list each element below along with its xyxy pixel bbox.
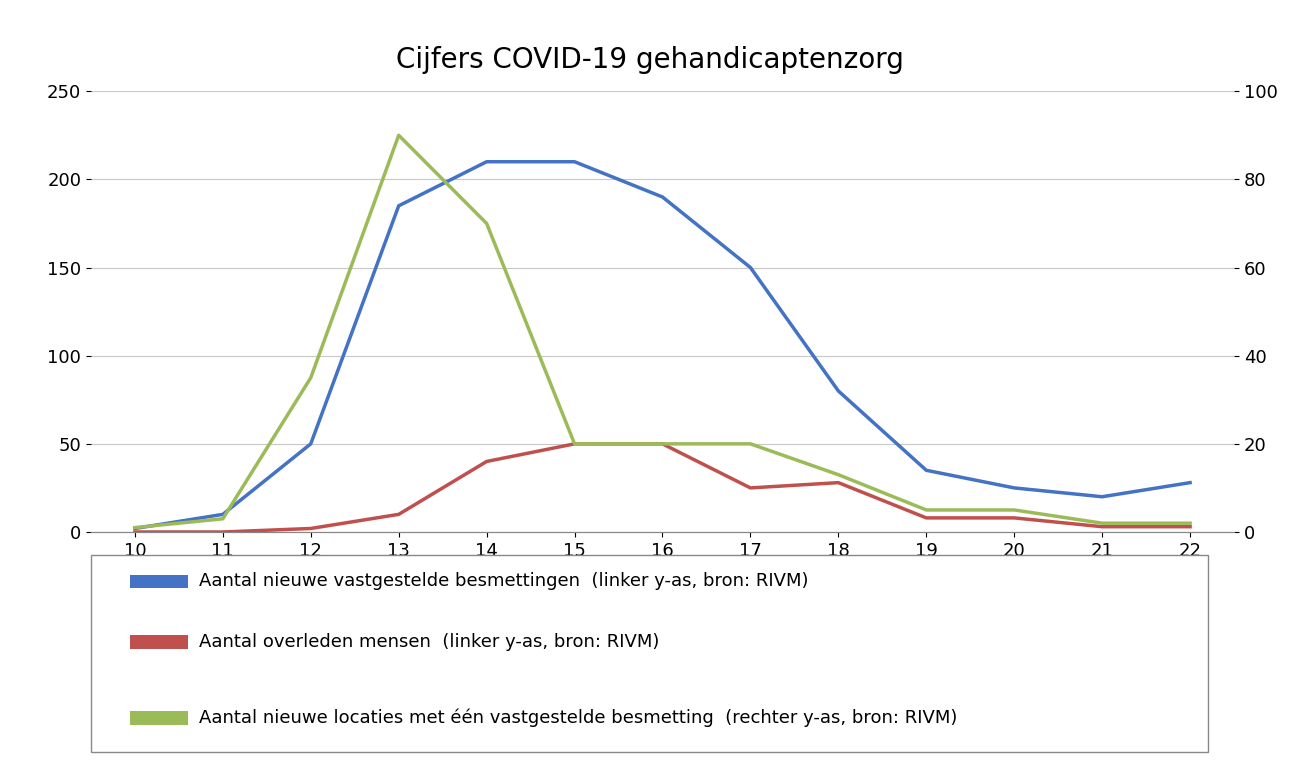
Aantal nieuwe vastgestelde besmettingen  (linker y-as, bron: RIVM): (11, 10): RIVM): (11, 10) xyxy=(216,510,231,519)
Aantal nieuwe locaties met één vastgestelde besmetting  (rechter y-as, bron: RIVM): (22, 2): RIVM): (22, 2) xyxy=(1182,518,1198,527)
Text: Aantal nieuwe locaties met één vastgestelde besmetting  (rechter y-as, bron: RIV: Aantal nieuwe locaties met één vastgeste… xyxy=(199,709,957,727)
Aantal nieuwe vastgestelde besmettingen  (linker y-as, bron: RIVM): (12, 50): RIVM): (12, 50) xyxy=(303,439,318,448)
Aantal nieuwe locaties met één vastgestelde besmetting  (rechter y-as, bron: RIVM): (13, 90): RIVM): (13, 90) xyxy=(391,131,407,140)
Aantal overleden mensen  (linker y-as, bron: RIVM): (17, 25): RIVM): (17, 25) xyxy=(743,483,759,492)
Aantal nieuwe locaties met één vastgestelde besmetting  (rechter y-as, bron: RIVM): (21, 2): RIVM): (21, 2) xyxy=(1094,518,1109,527)
Aantal overleden mensen  (linker y-as, bron: RIVM): (16, 50): RIVM): (16, 50) xyxy=(655,439,670,448)
Aantal nieuwe vastgestelde besmettingen  (linker y-as, bron: RIVM): (21, 20): RIVM): (21, 20) xyxy=(1094,492,1109,502)
Text: Cijfers COVID-19 gehandicaptenzorg: Cijfers COVID-19 gehandicaptenzorg xyxy=(396,46,903,74)
Aantal nieuwe vastgestelde besmettingen  (linker y-as, bron: RIVM): (20, 25): RIVM): (20, 25) xyxy=(1007,483,1022,492)
Aantal nieuwe locaties met één vastgestelde besmetting  (rechter y-as, bron: RIVM): (11, 3): RIVM): (11, 3) xyxy=(216,515,231,524)
Aantal nieuwe locaties met één vastgestelde besmetting  (rechter y-as, bron: RIVM): (10, 1): RIVM): (10, 1) xyxy=(127,523,143,532)
Aantal nieuwe vastgestelde besmettingen  (linker y-as, bron: RIVM): (17, 150): RIVM): (17, 150) xyxy=(743,263,759,272)
Aantal overleden mensen  (linker y-as, bron: RIVM): (19, 8): RIVM): (19, 8) xyxy=(918,513,934,522)
Aantal nieuwe locaties met één vastgestelde besmetting  (rechter y-as, bron: RIVM): (18, 13): RIVM): (18, 13) xyxy=(830,470,846,480)
Text: Aantal overleden mensen  (linker y-as, bron: RIVM): Aantal overleden mensen (linker y-as, br… xyxy=(199,633,659,651)
Aantal nieuwe locaties met één vastgestelde besmetting  (rechter y-as, bron: RIVM): (20, 5): RIVM): (20, 5) xyxy=(1007,505,1022,515)
Aantal nieuwe locaties met één vastgestelde besmetting  (rechter y-as, bron: RIVM): (15, 20): RIVM): (15, 20) xyxy=(566,439,582,448)
Aantal overleden mensen  (linker y-as, bron: RIVM): (11, 0): RIVM): (11, 0) xyxy=(216,527,231,537)
Aantal overleden mensen  (linker y-as, bron: RIVM): (15, 50): RIVM): (15, 50) xyxy=(566,439,582,448)
Aantal nieuwe locaties met één vastgestelde besmetting  (rechter y-as, bron: RIVM): (19, 5): RIVM): (19, 5) xyxy=(918,505,934,515)
Line: Aantal overleden mensen  (linker y-as, bron: RIVM): Aantal overleden mensen (linker y-as, br… xyxy=(135,444,1190,532)
Aantal nieuwe locaties met één vastgestelde besmetting  (rechter y-as, bron: RIVM): (17, 20): RIVM): (17, 20) xyxy=(743,439,759,448)
Aantal overleden mensen  (linker y-as, bron: RIVM): (10, 0): RIVM): (10, 0) xyxy=(127,527,143,537)
Aantal nieuwe vastgestelde besmettingen  (linker y-as, bron: RIVM): (19, 35): RIVM): (19, 35) xyxy=(918,466,934,475)
Aantal nieuwe vastgestelde besmettingen  (linker y-as, bron: RIVM): (10, 2): RIVM): (10, 2) xyxy=(127,524,143,533)
Aantal overleden mensen  (linker y-as, bron: RIVM): (13, 10): RIVM): (13, 10) xyxy=(391,510,407,519)
X-axis label: Weeknummers: Weeknummers xyxy=(595,565,730,583)
Aantal overleden mensen  (linker y-as, bron: RIVM): (12, 2): RIVM): (12, 2) xyxy=(303,524,318,533)
Aantal nieuwe vastgestelde besmettingen  (linker y-as, bron: RIVM): (18, 80): RIVM): (18, 80) xyxy=(830,386,846,395)
Aantal nieuwe vastgestelde besmettingen  (linker y-as, bron: RIVM): (16, 190): RIVM): (16, 190) xyxy=(655,192,670,201)
Aantal overleden mensen  (linker y-as, bron: RIVM): (21, 3): RIVM): (21, 3) xyxy=(1094,522,1109,531)
Aantal overleden mensen  (linker y-as, bron: RIVM): (18, 28): RIVM): (18, 28) xyxy=(830,478,846,487)
Line: Aantal nieuwe vastgestelde besmettingen  (linker y-as, bron: RIVM): Aantal nieuwe vastgestelde besmettingen … xyxy=(135,162,1190,528)
Aantal overleden mensen  (linker y-as, bron: RIVM): (22, 3): RIVM): (22, 3) xyxy=(1182,522,1198,531)
Aantal overleden mensen  (linker y-as, bron: RIVM): (20, 8): RIVM): (20, 8) xyxy=(1007,513,1022,522)
Aantal nieuwe vastgestelde besmettingen  (linker y-as, bron: RIVM): (14, 210): RIVM): (14, 210) xyxy=(479,157,495,166)
Aantal nieuwe locaties met één vastgestelde besmetting  (rechter y-as, bron: RIVM): (14, 70): RIVM): (14, 70) xyxy=(479,219,495,228)
Aantal nieuwe vastgestelde besmettingen  (linker y-as, bron: RIVM): (13, 185): RIVM): (13, 185) xyxy=(391,201,407,211)
Aantal nieuwe locaties met één vastgestelde besmetting  (rechter y-as, bron: RIVM): (16, 20): RIVM): (16, 20) xyxy=(655,439,670,448)
Line: Aantal nieuwe locaties met één vastgestelde besmetting  (rechter y-as, bron: RIVM): Aantal nieuwe locaties met één vastgeste… xyxy=(135,135,1190,527)
Aantal nieuwe locaties met één vastgestelde besmetting  (rechter y-as, bron: RIVM): (12, 35): RIVM): (12, 35) xyxy=(303,373,318,382)
Aantal nieuwe vastgestelde besmettingen  (linker y-as, bron: RIVM): (22, 28): RIVM): (22, 28) xyxy=(1182,478,1198,487)
Aantal nieuwe vastgestelde besmettingen  (linker y-as, bron: RIVM): (15, 210): RIVM): (15, 210) xyxy=(566,157,582,166)
Aantal overleden mensen  (linker y-as, bron: RIVM): (14, 40): RIVM): (14, 40) xyxy=(479,457,495,466)
Text: Aantal nieuwe vastgestelde besmettingen  (linker y-as, bron: RIVM): Aantal nieuwe vastgestelde besmettingen … xyxy=(199,572,808,591)
